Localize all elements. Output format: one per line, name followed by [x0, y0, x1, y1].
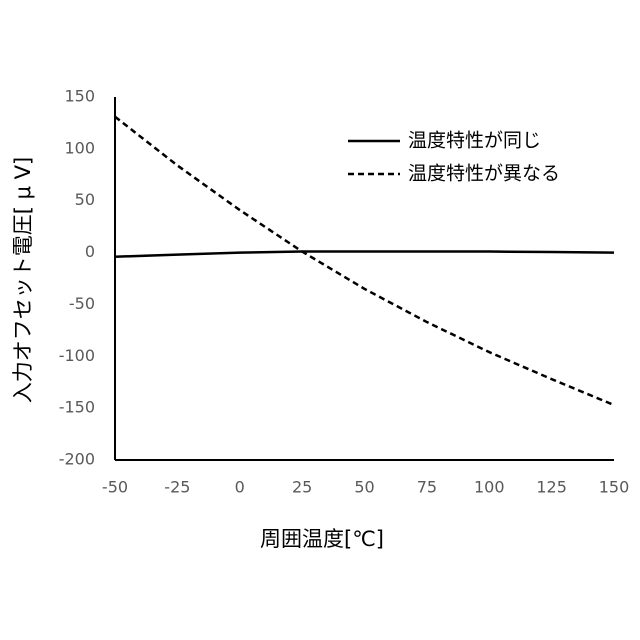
x-tick-label: 0	[235, 478, 245, 497]
y-tick-label: 0	[85, 242, 95, 261]
chart: 周囲温度[℃] 入力オフセット電圧[ μ V] -200 -150 -100 -50 0…	[0, 0, 640, 640]
series-line	[115, 252, 614, 257]
y-tick-label: -200	[59, 450, 95, 469]
x-tick-label: 50	[354, 478, 374, 497]
y-tick-label: -100	[59, 346, 95, 365]
x-tick-label: 75	[417, 478, 437, 497]
series-line	[115, 117, 614, 405]
x-tick-label: -50	[102, 478, 128, 497]
y-tick-label: 50	[75, 190, 95, 209]
x-tick-label: -25	[164, 478, 190, 497]
legend-label: 温度特性が異なる	[408, 163, 560, 185]
legend-label: 温度特性が同じ	[408, 130, 541, 152]
y-axis-label: 入力オフセット電圧[ μ V]	[11, 157, 35, 403]
y-tick-label: 150	[64, 87, 95, 106]
x-tick-label: 25	[292, 478, 312, 497]
x-tick-label: 100	[474, 478, 505, 497]
y-tick-label: -150	[59, 398, 95, 417]
y-tick-label: 100	[64, 138, 95, 157]
x-tick-label: 125	[536, 478, 567, 497]
x-tick-label: 150	[599, 478, 630, 497]
y-tick-label: -50	[69, 294, 95, 313]
x-axis-label: 周囲温度[℃]	[260, 527, 384, 551]
